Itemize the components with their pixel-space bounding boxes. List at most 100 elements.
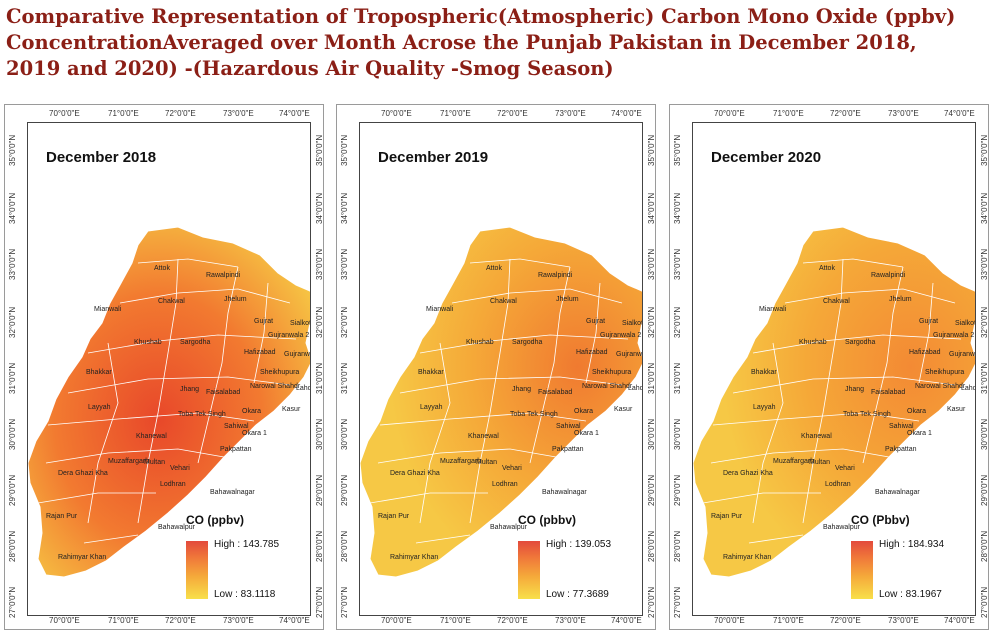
latitude-tick-label: 32°0'0"N — [340, 306, 349, 338]
punjab-province-shape — [693, 226, 975, 578]
district-label: Kasur — [947, 406, 966, 413]
district-label: Okara — [907, 408, 926, 415]
district-label: Layyah — [88, 404, 111, 411]
district-label: Sargodha — [512, 339, 542, 346]
district-label: Sialkot — [622, 320, 643, 327]
district-label: Jhang — [512, 386, 531, 393]
punjab-province-shape — [360, 226, 642, 578]
district-label: Rajan Pur — [711, 513, 743, 520]
district-label: Sheikhupura — [592, 369, 631, 376]
district-label: Jhang — [845, 386, 864, 393]
district-border — [369, 492, 488, 504]
longitude-tick-label: 71°0'0"E — [108, 616, 139, 625]
district-label: Attok — [486, 265, 502, 272]
district-label: Faisalabad — [206, 389, 240, 396]
longitude-tick-label: 72°0'0"E — [830, 109, 861, 118]
district-label: Jhelum — [224, 296, 247, 303]
longitude-tick-label: 70°0'0"E — [714, 616, 745, 625]
title-line-3: 2019 and 2020) -(Hazardous Air Quality -… — [6, 57, 614, 80]
district-border — [137, 258, 179, 524]
longitude-tick-label: 73°0'0"E — [888, 616, 919, 625]
legend-high-label: High : 143.785 — [214, 539, 280, 550]
district-border — [419, 342, 451, 524]
district-border — [37, 492, 156, 504]
district-label: Khanewal — [136, 433, 167, 440]
latitude-tick-label: 30°0'0"N — [980, 418, 989, 450]
district-label: Muzaffargarh — [108, 458, 149, 465]
latitude-tick-label: 30°0'0"N — [8, 418, 17, 450]
district-label: Rahimyar Khan — [58, 554, 106, 561]
latitude-tick-label: 32°0'0"N — [980, 306, 989, 338]
latitude-tick-label: 35°0'0"N — [340, 134, 349, 166]
longitude-tick-label: 74°0'0"E — [944, 616, 975, 625]
district-label: Gujranwala 1 — [284, 351, 311, 358]
latitude-tick-label: 34°0'0"N — [315, 192, 324, 224]
district-label: Rajan Pur — [46, 513, 78, 520]
district-label: Lahore — [961, 385, 976, 392]
district-label: Vehari — [502, 465, 522, 472]
district-label: Rawalpindi — [206, 272, 241, 279]
longitude-tick-label: 71°0'0"E — [440, 616, 471, 625]
district-label: Jhelum — [889, 296, 912, 303]
district-border — [862, 266, 904, 464]
longitude-tick-label: 72°0'0"E — [830, 616, 861, 625]
district-border — [399, 376, 623, 394]
district-label: Gujrat — [919, 318, 938, 325]
longitude-tick-label: 70°0'0"E — [381, 109, 412, 118]
latitude-tick-label: 31°0'0"N — [980, 362, 989, 394]
latitude-tick-label: 32°0'0"N — [647, 306, 656, 338]
longitude-tick-label: 70°0'0"E — [49, 616, 80, 625]
province-map: Attok Rawalpindi Chakwal Jhelum Mianwali Gujr… — [28, 226, 311, 578]
district-border — [752, 342, 784, 524]
district-label: Sheikhupura — [260, 369, 299, 376]
latitude-tick-label: 31°0'0"N — [8, 362, 17, 394]
latitude-tick-label: 35°0'0"N — [647, 134, 656, 166]
longitude-tick-label: 71°0'0"E — [440, 109, 471, 118]
district-label: Rawalpindi — [871, 272, 906, 279]
latitude-tick-label: 31°0'0"N — [647, 362, 656, 394]
latitude-tick-label: 35°0'0"N — [8, 134, 17, 166]
latitude-tick-label: 30°0'0"N — [315, 418, 324, 450]
longitude-tick-label: 73°0'0"E — [888, 109, 919, 118]
district-label: Khushab — [134, 339, 162, 346]
district-border — [197, 266, 239, 464]
map-panel: 70°0'0"E 70°0'0"E 71°0'0"E 71°0'0"E 72°0'0"E… — [336, 104, 656, 630]
latitude-tick-label: 34°0'0"N — [980, 192, 989, 224]
district-border — [529, 266, 571, 464]
district-label: Sargodha — [180, 339, 210, 346]
legend-high-label: High : 139.053 — [546, 539, 612, 550]
latitude-tick-label: 29°0'0"N — [647, 474, 656, 506]
latitude-tick-label: 28°0'0"N — [8, 530, 17, 562]
district-label: Chakwal — [158, 298, 185, 305]
district-border — [415, 534, 471, 544]
district-label: Toba Tek Singh — [510, 411, 558, 418]
latitude-tick-label: 28°0'0"N — [647, 530, 656, 562]
longitude-tick-label: 70°0'0"E — [714, 109, 745, 118]
district-border — [748, 534, 804, 544]
district-label: Bahawalnagar — [210, 489, 255, 496]
district-label: Bahawalnagar — [875, 489, 920, 496]
district-label: Bahawalpur — [490, 524, 528, 531]
district-label: Sialkot — [955, 320, 976, 327]
district-label: Sialkot — [290, 320, 311, 327]
latitude-tick-label: 30°0'0"N — [647, 418, 656, 450]
province-map: Attok Rawalpindi Chakwal Jhelum Mianwali Gujr… — [693, 226, 976, 578]
latitude-tick-label: 28°0'0"N — [340, 530, 349, 562]
district-border — [712, 412, 920, 426]
district-label: Mianwali — [759, 306, 787, 313]
panel-title: December 2020 — [711, 149, 822, 166]
latitude-tick-label: 32°0'0"N — [315, 306, 324, 338]
district-border — [87, 334, 297, 354]
district-label: Muzaffargarh — [440, 458, 481, 465]
district-label: Gujrat — [254, 318, 273, 325]
latitude-tick-label: 35°0'0"N — [315, 134, 324, 166]
latitude-tick-label: 29°0'0"N — [980, 474, 989, 506]
latitude-tick-label: 33°0'0"N — [980, 248, 989, 280]
district-label: Gujranwala 1 — [616, 351, 643, 358]
district-label: Sahiwal — [556, 423, 581, 430]
latitude-tick-label: 28°0'0"N — [673, 530, 682, 562]
district-border — [253, 282, 269, 384]
district-border — [137, 258, 239, 268]
latitude-tick-label: 27°0'0"N — [980, 586, 989, 618]
district-label: Multan — [144, 459, 165, 466]
